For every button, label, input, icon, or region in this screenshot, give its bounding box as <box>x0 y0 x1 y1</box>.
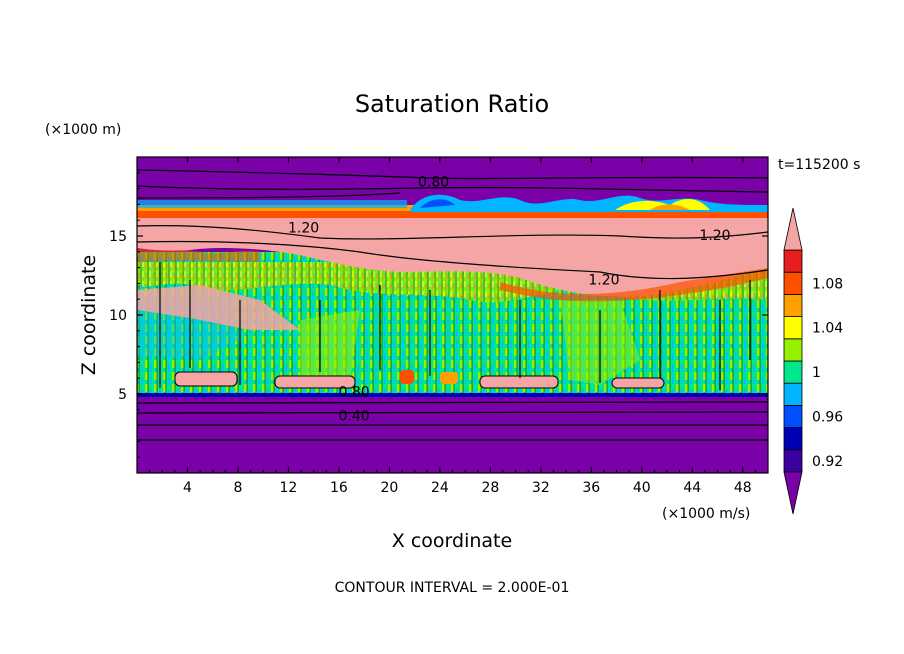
contour-label: 1.20 <box>288 220 319 236</box>
colorbar-segment <box>783 427 803 451</box>
colorbar-segment <box>783 360 803 384</box>
x-tick-label: 16 <box>330 480 348 496</box>
x-tick-label: 8 <box>233 480 242 496</box>
colorbar-label: 1.04 <box>812 321 843 337</box>
colorbar-extend-max <box>783 207 803 251</box>
colorbar-segment <box>783 404 803 428</box>
plot-field: 0.80 1.20 1.20 1.20 0.80 0.40 <box>137 157 768 473</box>
y-tick-label: 5 <box>118 387 127 403</box>
x-tick-label: 40 <box>633 480 651 496</box>
contour-lines <box>137 169 768 441</box>
saturation-boundary <box>137 393 768 397</box>
y-axis: 5 10 15 <box>109 172 768 458</box>
moist-strip-left <box>137 200 407 208</box>
x-tick-label: 12 <box>280 480 298 496</box>
colorbar-segment <box>783 316 803 340</box>
x-tick-label: 28 <box>481 480 499 496</box>
chart-title: Saturation Ratio <box>355 90 549 118</box>
y-tick-label: 15 <box>109 229 127 245</box>
contour-interval-footer: CONTOUR INTERVAL = 2.000E-01 <box>335 580 570 596</box>
colorbar-label: 0.96 <box>812 410 843 426</box>
band-edge-left <box>137 248 260 262</box>
y-axis-title: Z coordinate <box>78 255 100 375</box>
x-tick-label: 44 <box>683 480 701 496</box>
colorbar-segment <box>783 293 803 317</box>
x-tick-label: 20 <box>380 480 398 496</box>
y-tick-label: 10 <box>109 308 127 324</box>
warm-blob-top <box>615 198 710 210</box>
colorbar-segment <box>783 249 803 273</box>
band-top-edge <box>137 210 768 218</box>
pink-intrusion-left <box>137 285 300 330</box>
x-tick-label: 32 <box>532 480 550 496</box>
contour-label: 1.20 <box>699 228 730 244</box>
x-tick-label: 36 <box>582 480 600 496</box>
colorbar-label: 1 <box>812 365 821 381</box>
low-level-cells <box>174 370 665 389</box>
colorbar: 0.92 0.96 1 1.04 1.08 <box>783 207 843 515</box>
moist-plume-core <box>420 199 455 208</box>
colorbar-segment <box>783 382 803 406</box>
x-tick-label: 24 <box>431 480 449 496</box>
y-unit-label: (×1000 m) <box>45 122 121 138</box>
colorbar-segment <box>783 449 803 473</box>
time-label: t=115200 s <box>778 157 860 173</box>
warm-patch-mid <box>300 310 360 385</box>
warm-blob-core <box>650 204 690 210</box>
colorbar-extend-min <box>783 471 803 515</box>
colorbar-segment <box>783 271 803 295</box>
colorbar-segment <box>783 338 803 362</box>
contour-labels: 0.80 1.20 1.20 1.20 0.80 0.40 <box>288 174 731 424</box>
x-axis-title: X coordinate <box>392 530 512 552</box>
contour-label: 1.20 <box>588 272 619 288</box>
x-tick-label: 48 <box>734 480 752 496</box>
colorbar-label: 0.92 <box>812 454 843 470</box>
x-tick-label: 4 <box>183 480 192 496</box>
x-axis: 4 8 12 16 20 24 28 32 36 40 44 48 <box>149 157 756 496</box>
band-edge-right <box>500 268 768 302</box>
contour-label: 0.40 <box>338 408 369 424</box>
contour-label: 0.80 <box>418 174 449 190</box>
contour-label: 0.80 <box>338 385 369 401</box>
colorbar-label: 1.08 <box>812 276 843 292</box>
x-unit-label: (×1000 m/s) <box>662 506 750 522</box>
